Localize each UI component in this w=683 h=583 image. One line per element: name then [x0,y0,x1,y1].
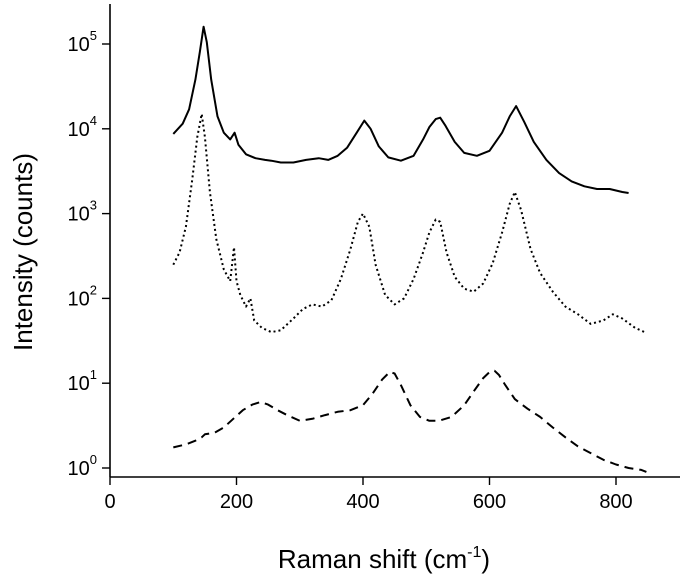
y-tick-label: 101 [68,367,97,395]
x-axis-title: Raman shift (cm-1) [278,544,490,574]
x-tick-label: 600 [473,491,506,513]
y-ticks: 100 101 102 103 104 105 [68,28,110,480]
series-layer [172,25,647,473]
y-axis-title: Intensity (counts) [8,153,38,351]
series-line-dashed [173,369,647,473]
x-ticks: 0 200 400 600 800 [104,477,633,513]
y-tick-label: 104 [68,113,97,141]
y-tick-label: 103 [68,198,97,226]
x-tick-label: 400 [346,491,379,513]
y-tick-label: 100 [68,452,97,480]
x-tick-label: 0 [104,491,115,513]
x-tick-label: 200 [220,491,253,513]
x-tick-label: 800 [599,491,632,513]
y-tick-label: 102 [68,282,97,310]
series-line-dotted [172,112,645,334]
y-tick-label: 105 [68,28,97,56]
series-line-solid [172,25,629,194]
axes-layer [109,4,680,478]
